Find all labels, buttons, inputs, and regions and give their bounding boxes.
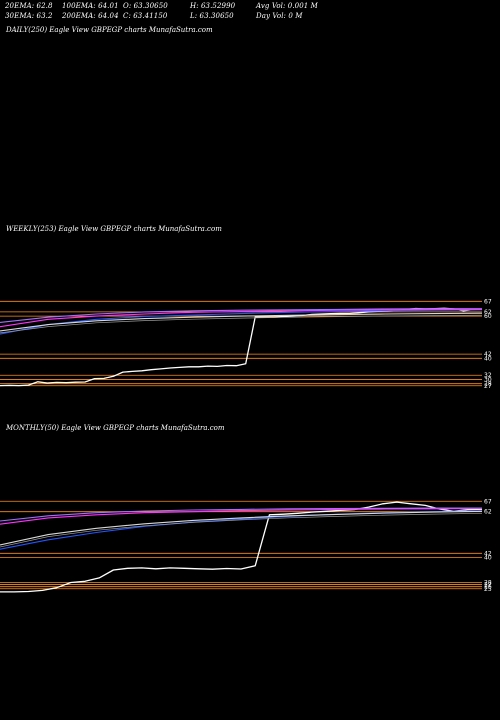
weekly-level-label: 32 (484, 372, 492, 379)
monthly-white-ma-band (0, 512, 483, 548)
monthly-level-label: 27 (484, 582, 492, 589)
open-label: O: 63.30650 (123, 2, 168, 10)
weekly-level-label: 30 (484, 376, 492, 383)
monthly-level-label: 25 (484, 586, 492, 593)
weekly-chart-title: WEEKLY(253) Eagle View GBPEGP charts Mun… (6, 225, 222, 233)
monthly-price-line (0, 501, 483, 593)
weekly-white-ma-line (0, 312, 483, 332)
avg-vol-label: Avg Vol: 0.001 M (256, 2, 318, 10)
monthly-level-label: 26 (484, 584, 492, 591)
monthly-level-label: 42 (484, 550, 492, 557)
ema30-label: 30EMA: 63.2 (5, 12, 53, 20)
monthly-chart-title: MONTHLY(50) Eagle View GBPEGP charts Mun… (6, 424, 225, 432)
monthly-level-label: 28 (484, 580, 492, 587)
close-label: C: 63.41150 (123, 12, 168, 20)
weekly-price-line (0, 307, 483, 387)
weekly-level-label: 28 (484, 381, 492, 388)
ema20-label: 20EMA: 62.8 (5, 2, 53, 10)
daily-chart-title: DAILY(250) Eagle View GBPEGP charts Muna… (6, 26, 213, 34)
monthly-level-label: 62 (484, 509, 492, 516)
weekly-level-label: 62 (484, 309, 492, 316)
weekly-magenta-ma-line (0, 308, 483, 328)
weekly-level-label: 42 (484, 351, 492, 358)
weekly-level-label: 27 (484, 383, 492, 390)
weekly-level-label: 60 (484, 313, 492, 320)
monthly-level-label: 40 (484, 555, 492, 562)
ema200-label: 200EMA: 64.04 (62, 12, 119, 20)
day-vol-label: Day Vol: 0 M (256, 12, 303, 20)
weekly-white-ma-band (0, 314, 483, 334)
low-label: L: 63.30650 (190, 12, 234, 20)
weekly-level-label: 67 (484, 298, 492, 305)
weekly-purple-ma-line (0, 308, 482, 323)
monthly-purple-ma-line (0, 507, 482, 522)
monthly-magenta-ma-line (0, 507, 483, 525)
weekly-blue-ma-line (0, 309, 483, 335)
monthly-level-label: 67 (484, 498, 492, 505)
weekly-level-label: 40 (484, 355, 492, 362)
ema100-label: 100EMA: 64.01 (62, 2, 119, 10)
monthly-white-ma-line (0, 510, 483, 546)
high-label: H: 63.52990 (190, 2, 236, 10)
